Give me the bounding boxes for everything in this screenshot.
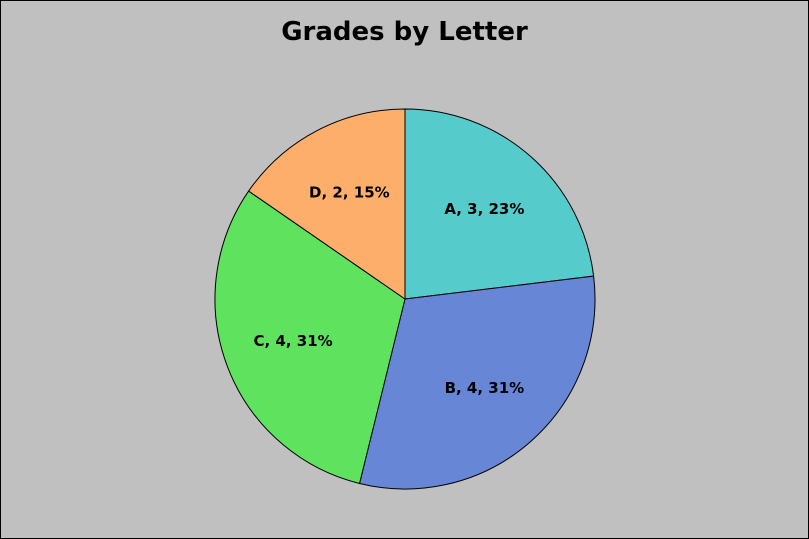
data-label-a: A, 3, 23%	[444, 200, 524, 218]
pie-slice-b	[358, 275, 596, 490]
pie-slice-c	[214, 190, 406, 485]
data-label-c: C, 4, 31%	[253, 332, 332, 350]
data-label-b: B, 4, 31%	[445, 379, 525, 397]
pie-slice-d	[247, 108, 406, 300]
pie-slice-a	[404, 108, 595, 300]
data-label-d: D, 2, 15%	[309, 184, 390, 202]
chart-title: Grades by Letter	[281, 17, 528, 47]
